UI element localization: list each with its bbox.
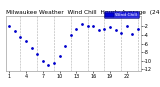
- Text: Milwaukee Weather  Wind Chill  Hourly Average  (24 Hours): Milwaukee Weather Wind Chill Hourly Aver…: [6, 10, 160, 15]
- Legend: Wind Chill: Wind Chill: [104, 11, 139, 18]
